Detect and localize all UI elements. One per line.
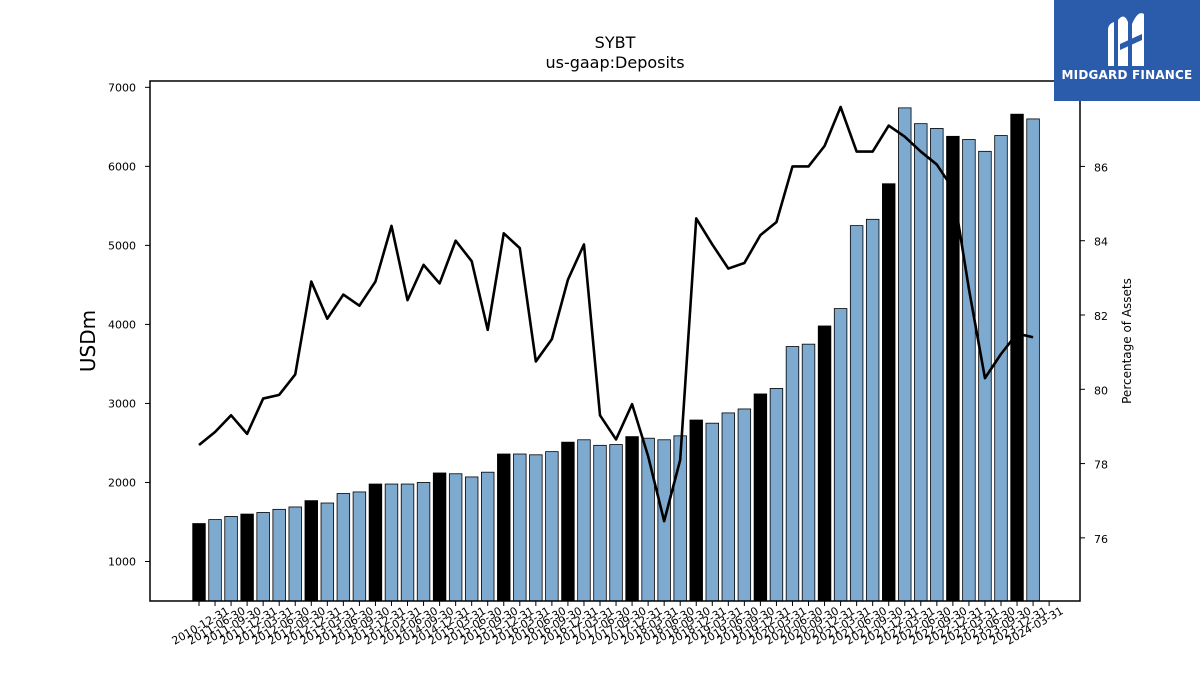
bar [962,139,976,602]
y2-tick-label: 86 [1094,161,1108,174]
y2-tick-label: 82 [1094,310,1108,323]
bar [288,506,302,602]
brand-logo: MIDGARD FINANCE [1054,0,1200,101]
bar [481,471,495,602]
chart-subtitle: us-gaap:Deposits [545,53,684,72]
bar [384,483,399,602]
brand-name: MIDGARD FINANCE [1061,68,1193,82]
bar [256,512,270,602]
bar [833,308,848,602]
bar [577,439,591,602]
bar [304,500,318,602]
percentage-line [198,105,1034,523]
bar [1010,113,1024,602]
bar [368,483,383,602]
y-tick-label: 5000 [108,239,136,252]
bar [272,508,286,602]
bar [497,453,511,602]
bar [593,444,607,602]
bar [753,393,768,602]
bar [689,419,703,602]
y-tick-label: 7000 [108,81,136,94]
y2-tick-label: 80 [1094,384,1108,397]
bar [737,408,752,602]
bar [352,491,367,602]
bar [930,128,944,602]
y-tick-label: 3000 [108,397,136,410]
right-axis: 76 78 80 82 84 86 [1080,161,1108,546]
bar [545,451,559,602]
y-tick-label: 2000 [108,476,136,489]
bar [609,444,623,602]
y-tick-label: 1000 [108,555,136,568]
y-tick-label: 6000 [108,160,136,173]
bar [432,472,447,602]
bar [192,523,206,602]
bar [625,436,639,602]
bar [946,135,960,602]
y-axis-label: USDm [76,310,100,372]
y2-tick-label: 84 [1094,236,1108,249]
bar [898,107,912,602]
bar [320,502,335,602]
bar [865,218,880,602]
y2-tick-label: 78 [1094,459,1108,472]
bar [400,483,415,602]
midgard-m-icon [1108,13,1144,67]
x-axis: 2010-12-312011-06-302011-09-302011-12-31… [170,601,1066,648]
bar [817,325,832,602]
bar [705,422,719,602]
bar [336,493,351,602]
bars-group [192,107,1040,602]
bar [641,437,655,602]
y2-axis-label: Percentage of Assets [1120,278,1134,404]
left-axis: 1000 2000 3000 4000 5000 6000 7000 [108,81,150,568]
bar [240,513,254,602]
bar [914,123,928,602]
bar [448,473,463,602]
bar [561,441,575,602]
bar [882,183,896,602]
plot-frame [149,80,1081,602]
bar [721,412,736,602]
bar [208,519,222,602]
bar [849,225,864,602]
bar [801,343,816,602]
bar [785,346,800,602]
line-group [198,105,1034,523]
bar [416,482,431,602]
y2-tick-label: 76 [1094,533,1108,546]
bar [513,453,527,602]
chart-title: SYBT [595,33,636,52]
bar [529,454,543,602]
bar [1026,118,1040,602]
bar [994,135,1008,602]
bar [769,388,784,602]
bar [224,516,238,602]
y-tick-label: 4000 [108,318,136,331]
bar [464,476,479,602]
